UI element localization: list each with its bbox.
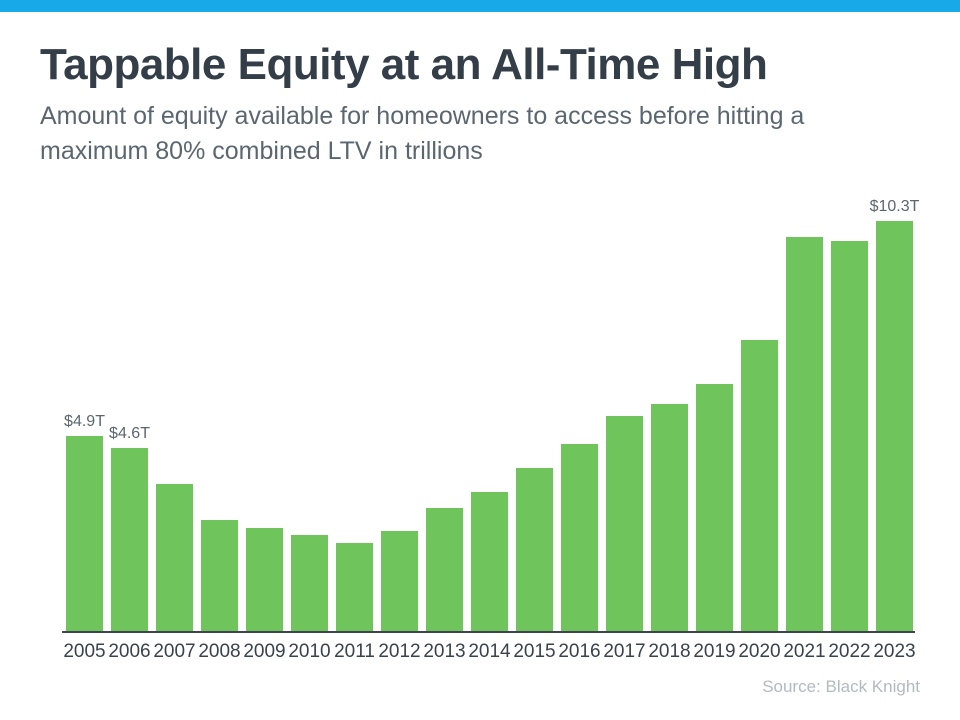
x-axis-label-2021: 2021: [783, 641, 826, 662]
bar-2019: [696, 384, 733, 631]
bar-2021: [786, 237, 823, 631]
x-axis-label-2020: 2020: [738, 641, 781, 662]
bar-slot-2019: [696, 191, 733, 631]
bar-slot-2016: [561, 191, 598, 631]
x-axis-label-2011: 2011: [334, 641, 375, 662]
bar-slot-2014: [471, 191, 508, 631]
bars-row: $4.9T $4.6T $10.3T: [64, 191, 919, 631]
bar-value-label-2006: $4.6T: [109, 425, 150, 442]
x-axis-label-2016: 2016: [558, 641, 601, 662]
bar-slot-2009: [246, 191, 283, 631]
x-axis-label-2014: 2014: [468, 641, 511, 662]
x-axis-label-2022: 2022: [828, 641, 871, 662]
source-note: Source: Black Knight: [762, 677, 920, 696]
page-title: Tappable Equity at an All-Time High: [40, 40, 768, 89]
top-accent-bar: [0, 0, 960, 12]
bar-slot-2013: [426, 191, 463, 631]
bar-slot-2017: [606, 191, 643, 631]
bar-value-label-2005: $4.9T: [64, 413, 105, 430]
x-axis-label-2008: 2008: [198, 641, 241, 662]
bar-slot-2011: [336, 191, 373, 631]
x-axis-label-2012: 2012: [378, 641, 421, 662]
bar-2009: [246, 528, 283, 631]
x-axis-label-2019: 2019: [693, 641, 736, 662]
bar-2020: [741, 340, 778, 631]
x-axis-label-2017: 2017: [603, 641, 646, 662]
page-subtitle-line1: Amount of equity available for homeowner…: [40, 102, 805, 130]
bar-slot-2020: [741, 191, 778, 631]
bar-slot-2023: $10.3T: [870, 191, 919, 631]
bar-2018: [651, 404, 688, 631]
bar-2016: [561, 444, 598, 631]
x-axis-label-2007: 2007: [153, 641, 196, 662]
bar-slot-2012: [381, 191, 418, 631]
bar-2011: [336, 543, 373, 631]
bar-value-label-2023: $10.3T: [869, 198, 920, 215]
bar-slot-2015: [516, 191, 553, 631]
x-axis-label-2018: 2018: [648, 641, 691, 662]
bar-slot-2006: $4.6T: [109, 191, 150, 631]
x-axis-labels: 2005 2006 2007 2008 2009 2010 2011 2012 2013 2014…: [63, 641, 916, 663]
page-subtitle: Amount of equity available for homeowner…: [40, 99, 804, 169]
bar-slot-2007: [156, 191, 193, 631]
bar-2006: [111, 448, 148, 631]
x-axis-label-2010: 2010: [288, 641, 331, 662]
x-axis-label-2009: 2009: [243, 641, 286, 662]
bar-2008: [201, 520, 238, 631]
bar-slot-2008: [201, 191, 238, 631]
bar-slot-2010: [291, 191, 328, 631]
bar-chart: $4.9T $4.6T $10.3T: [62, 191, 919, 633]
bar-2005: [66, 436, 103, 631]
bar-2015: [516, 468, 553, 631]
x-axis-label-2023: 2023: [873, 641, 916, 662]
bar-2017: [606, 416, 643, 631]
bar-2007: [156, 484, 193, 631]
x-axis-label-2015: 2015: [513, 641, 556, 662]
bar-slot-2018: [651, 191, 688, 631]
bar-slot-2005: $4.9T: [64, 191, 105, 631]
bar-slot-2022: [831, 191, 868, 631]
x-axis-label-2013: 2013: [423, 641, 466, 662]
x-axis-label-2006: 2006: [108, 641, 151, 662]
bar-2012: [381, 531, 418, 631]
bar-2022: [831, 241, 868, 631]
page-subtitle-line2: maximum 80% combined LTV in trillions: [40, 137, 483, 165]
bar-2010: [291, 535, 328, 631]
bar-2014: [471, 492, 508, 631]
bar-2013: [426, 508, 463, 631]
x-axis-label-2005: 2005: [63, 641, 106, 662]
bar-2023: [876, 221, 913, 631]
bar-slot-2021: [786, 191, 823, 631]
